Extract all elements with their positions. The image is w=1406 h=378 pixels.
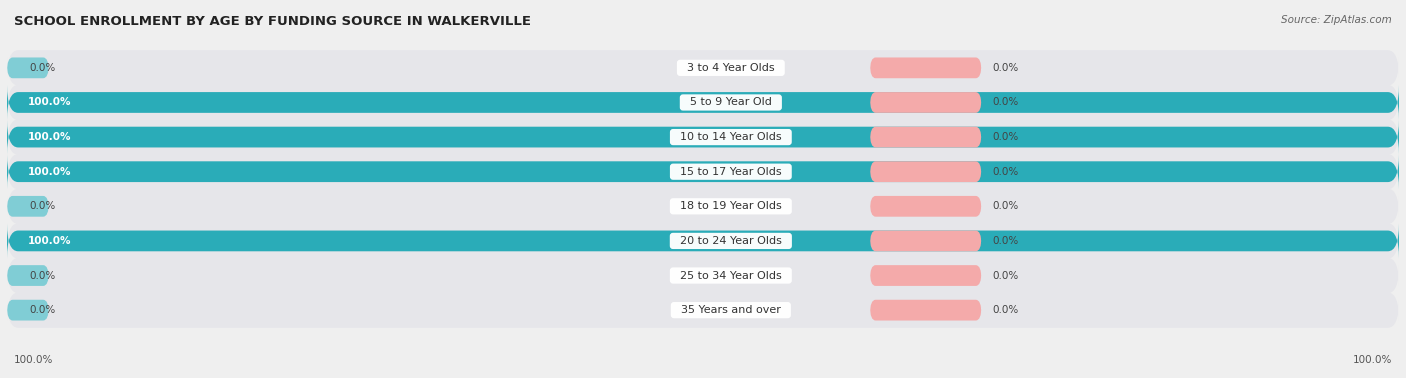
Text: 5 to 9 Year Old: 5 to 9 Year Old	[683, 98, 779, 107]
Text: 100.0%: 100.0%	[14, 355, 53, 365]
Text: 100.0%: 100.0%	[28, 132, 72, 142]
FancyBboxPatch shape	[7, 189, 1399, 224]
Text: 0.0%: 0.0%	[993, 98, 1019, 107]
FancyBboxPatch shape	[870, 300, 981, 321]
Text: 20 to 24 Year Olds: 20 to 24 Year Olds	[673, 236, 789, 246]
FancyBboxPatch shape	[7, 196, 49, 217]
Text: 0.0%: 0.0%	[993, 63, 1019, 73]
Text: 15 to 17 Year Olds: 15 to 17 Year Olds	[673, 167, 789, 177]
Text: 100.0%: 100.0%	[1353, 355, 1392, 365]
FancyBboxPatch shape	[7, 50, 1399, 85]
Text: 0.0%: 0.0%	[993, 271, 1019, 280]
Text: 0.0%: 0.0%	[993, 236, 1019, 246]
FancyBboxPatch shape	[7, 224, 1399, 258]
Text: 0.0%: 0.0%	[30, 201, 56, 211]
FancyBboxPatch shape	[870, 196, 981, 217]
Text: 0.0%: 0.0%	[30, 305, 56, 315]
FancyBboxPatch shape	[870, 161, 981, 182]
FancyBboxPatch shape	[870, 57, 981, 78]
FancyBboxPatch shape	[7, 85, 1399, 120]
Text: Source: ZipAtlas.com: Source: ZipAtlas.com	[1281, 15, 1392, 25]
Text: 10 to 14 Year Olds: 10 to 14 Year Olds	[673, 132, 789, 142]
FancyBboxPatch shape	[7, 119, 1399, 155]
FancyBboxPatch shape	[7, 258, 1399, 293]
Text: 100.0%: 100.0%	[28, 236, 72, 246]
FancyBboxPatch shape	[7, 293, 1399, 328]
Text: 3 to 4 Year Olds: 3 to 4 Year Olds	[681, 63, 782, 73]
Text: SCHOOL ENROLLMENT BY AGE BY FUNDING SOURCE IN WALKERVILLE: SCHOOL ENROLLMENT BY AGE BY FUNDING SOUR…	[14, 15, 531, 28]
Text: 18 to 19 Year Olds: 18 to 19 Year Olds	[673, 201, 789, 211]
FancyBboxPatch shape	[7, 154, 1399, 189]
Text: 100.0%: 100.0%	[28, 98, 72, 107]
FancyBboxPatch shape	[7, 120, 1399, 154]
Text: 0.0%: 0.0%	[993, 201, 1019, 211]
FancyBboxPatch shape	[7, 223, 1399, 259]
Text: 0.0%: 0.0%	[30, 63, 56, 73]
Text: 35 Years and over: 35 Years and over	[673, 305, 787, 315]
Text: 100.0%: 100.0%	[28, 167, 72, 177]
Text: 0.0%: 0.0%	[993, 305, 1019, 315]
Text: 0.0%: 0.0%	[993, 132, 1019, 142]
FancyBboxPatch shape	[7, 154, 1399, 189]
FancyBboxPatch shape	[7, 265, 49, 286]
FancyBboxPatch shape	[7, 85, 1399, 120]
FancyBboxPatch shape	[7, 300, 49, 321]
FancyBboxPatch shape	[7, 57, 49, 78]
Text: 0.0%: 0.0%	[30, 271, 56, 280]
FancyBboxPatch shape	[870, 92, 981, 113]
FancyBboxPatch shape	[870, 231, 981, 251]
Text: 0.0%: 0.0%	[993, 167, 1019, 177]
Text: 25 to 34 Year Olds: 25 to 34 Year Olds	[673, 271, 789, 280]
FancyBboxPatch shape	[870, 265, 981, 286]
FancyBboxPatch shape	[870, 127, 981, 147]
